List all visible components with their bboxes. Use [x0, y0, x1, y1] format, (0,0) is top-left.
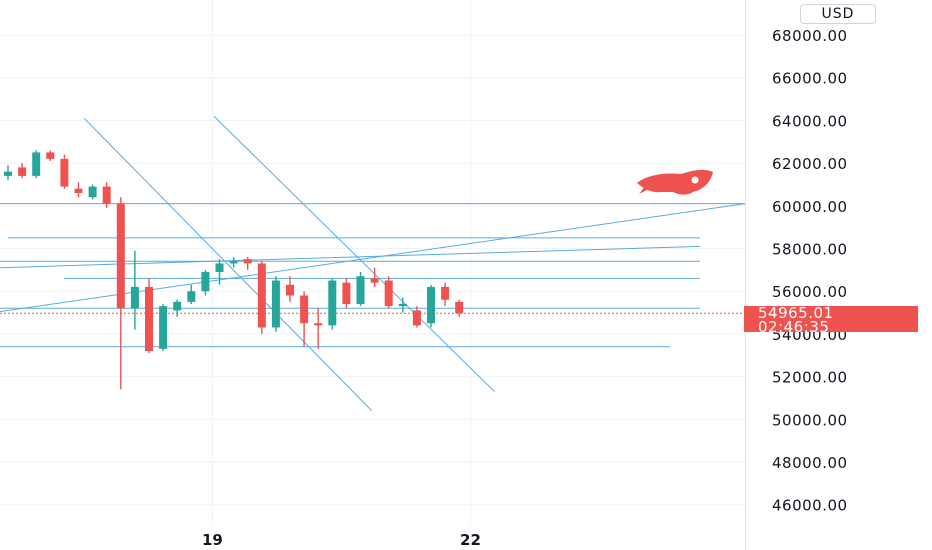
candle — [130, 250, 139, 330]
candle — [215, 259, 224, 285]
candle-body — [145, 286, 153, 351]
candle-body — [257, 263, 266, 328]
last-price-badge: 54965.01 02:46:35 — [744, 304, 918, 336]
price-tick-label: 50000.00 — [772, 411, 848, 429]
candle-body — [427, 286, 435, 324]
candle-body — [370, 278, 379, 283]
chart-drawings[interactable] — [0, 115, 746, 412]
candle-body — [286, 284, 294, 296]
candle — [300, 291, 309, 347]
candle — [173, 299, 182, 317]
candle-body — [455, 301, 464, 314]
candle — [384, 276, 393, 309]
price-tick-label: 58000.00 — [772, 241, 848, 259]
candle — [102, 182, 111, 208]
candle — [60, 154, 69, 189]
trend-line — [0, 245, 701, 269]
last-price-value: 54965.01 — [758, 304, 834, 322]
price-axis[interactable]: 68000.00 66000.00 64000.00 62000.00 60000.00… — [772, 27, 848, 515]
candle-body — [74, 188, 83, 193]
price-tick-label: 48000.00 — [772, 454, 848, 472]
candle-body — [229, 261, 238, 264]
candle-body — [88, 186, 97, 198]
channel-line — [83, 117, 373, 412]
candle — [145, 278, 153, 354]
candle-body — [4, 171, 12, 176]
candle-body — [300, 295, 309, 324]
candle-body — [215, 263, 224, 272]
time-tick-label: 22 — [460, 531, 481, 549]
candle-body — [441, 286, 450, 300]
price-tick-label: 68000.00 — [772, 27, 848, 45]
candle — [286, 276, 294, 302]
candle-body — [201, 271, 210, 292]
bar-countdown: 02:46:35 — [758, 318, 830, 336]
candle-body — [116, 203, 125, 309]
candle — [328, 278, 337, 330]
candle — [243, 257, 252, 270]
candle-body — [102, 186, 111, 204]
candle-body — [398, 304, 407, 307]
candle-body — [130, 286, 139, 309]
candle-body — [243, 259, 252, 264]
candle — [455, 299, 464, 317]
candle — [159, 304, 168, 351]
candle-body — [328, 280, 337, 326]
candle-body — [412, 310, 421, 326]
price-tick-label: 56000.00 — [772, 283, 848, 301]
candle — [116, 197, 125, 390]
candle-body — [356, 276, 365, 305]
rocket-icon — [637, 169, 713, 195]
candle-body — [342, 282, 351, 305]
candle-body — [18, 167, 27, 176]
price-tick-label: 66000.00 — [772, 70, 848, 88]
candle — [370, 267, 379, 287]
candle-body — [384, 280, 393, 307]
candle-body — [314, 323, 323, 326]
candle — [271, 276, 280, 332]
candle — [187, 284, 196, 305]
candle-body — [159, 306, 168, 349]
candle — [257, 261, 266, 334]
candle — [342, 278, 351, 309]
candle-body — [173, 301, 182, 311]
candle-body — [32, 152, 41, 176]
candle — [4, 165, 12, 181]
price-tick-label: 60000.00 — [772, 198, 848, 216]
time-axis[interactable]: 19 22 — [202, 531, 481, 549]
candlestick-series[interactable] — [4, 150, 464, 390]
currency-selector[interactable]: USD — [800, 4, 876, 24]
candle — [74, 182, 83, 198]
trend-line — [0, 203, 746, 313]
channel-line — [213, 115, 495, 392]
chart-grid — [0, 0, 745, 525]
candle — [88, 184, 97, 200]
candle — [427, 284, 435, 328]
candle-body — [46, 152, 55, 159]
candle-body — [271, 280, 280, 328]
candle — [32, 150, 41, 179]
candle — [229, 257, 238, 268]
time-tick-label: 19 — [202, 531, 223, 549]
price-tick-label: 46000.00 — [772, 497, 848, 515]
price-tick-label: 62000.00 — [772, 155, 848, 173]
candle — [398, 297, 407, 313]
candle — [441, 282, 450, 307]
candle — [314, 308, 323, 349]
price-tick-label: 52000.00 — [772, 369, 848, 387]
candle — [356, 271, 365, 307]
candle — [201, 269, 210, 296]
candle — [18, 163, 27, 179]
price-tick-label: 64000.00 — [772, 112, 848, 130]
candle-body — [187, 291, 196, 302]
candle — [46, 150, 55, 161]
candle-body — [60, 158, 69, 187]
candle — [412, 306, 421, 328]
